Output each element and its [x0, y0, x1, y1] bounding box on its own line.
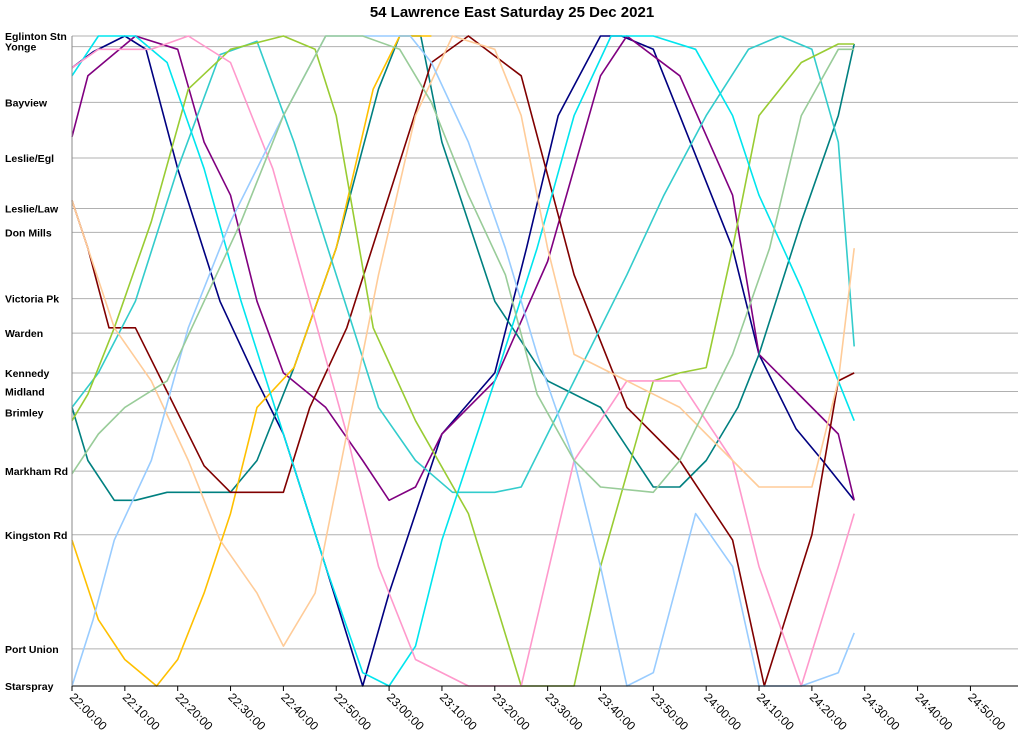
time-tick-label: 23:20:00	[490, 690, 533, 733]
stop-label: Leslie/Egl	[5, 153, 54, 165]
stop-label: Don Mills	[5, 227, 52, 239]
stop-label: Leslie/Law	[5, 203, 59, 215]
time-tick-label: 24:50:00	[965, 690, 1008, 733]
time-tick-label: 22:20:00	[173, 690, 216, 733]
stop-label: Victoria Pk	[5, 294, 59, 306]
time-tick-label: 22:50:00	[331, 690, 374, 733]
stop-label: Bayview	[5, 97, 48, 109]
time-tick-label: 22:00:00	[67, 690, 110, 733]
bus-trace-9	[71, 35, 855, 687]
time-tick-label: 23:30:00	[543, 690, 586, 733]
time-tick-label: 22:10:00	[120, 690, 163, 733]
time-tick-label: 23:40:00	[595, 690, 638, 733]
bus-trace-11	[71, 35, 855, 687]
stop-label: Port Union	[5, 644, 59, 656]
bus-trace-6	[71, 35, 855, 494]
time-tick-label: 23:50:00	[648, 690, 691, 733]
time-tick-label: 24:20:00	[807, 690, 850, 733]
stop-label: Midland	[5, 387, 45, 399]
time-tick-label: 24:10:00	[754, 690, 797, 733]
time-tick-label: 23:00:00	[384, 690, 427, 733]
stop-label: Yonge	[5, 42, 36, 54]
bus-trace-2	[71, 35, 855, 502]
stop-label: Eglinton Stn	[5, 31, 67, 43]
stop-label: Kingston Rd	[5, 530, 67, 542]
time-tick-label: 23:10:00	[437, 690, 480, 733]
time-tick-label: 24:00:00	[701, 690, 744, 733]
bus-trace-8	[71, 35, 855, 687]
stop-label: Kennedy	[5, 368, 50, 380]
bus-trace-3	[71, 35, 855, 502]
bus-trace-12	[71, 35, 855, 494]
stop-label: Starspray	[5, 681, 54, 693]
bus-trace-10	[71, 35, 855, 648]
bus-trace-4	[71, 35, 432, 687]
bus-trace-5	[71, 35, 855, 687]
time-tick-label: 24:30:00	[860, 690, 903, 733]
time-tick-label: 22:30:00	[225, 690, 268, 733]
stop-label: Warden	[5, 328, 43, 340]
stop-label: Brimley	[5, 408, 44, 420]
time-tick-label: 22:40:00	[278, 690, 321, 733]
stop-label: Markham Rd	[5, 466, 68, 478]
time-tick-label: 24:40:00	[912, 690, 955, 733]
chart-title: 54 Lawrence East Saturday 25 Dec 2021	[369, 4, 655, 21]
bus-trace-7	[71, 35, 855, 687]
